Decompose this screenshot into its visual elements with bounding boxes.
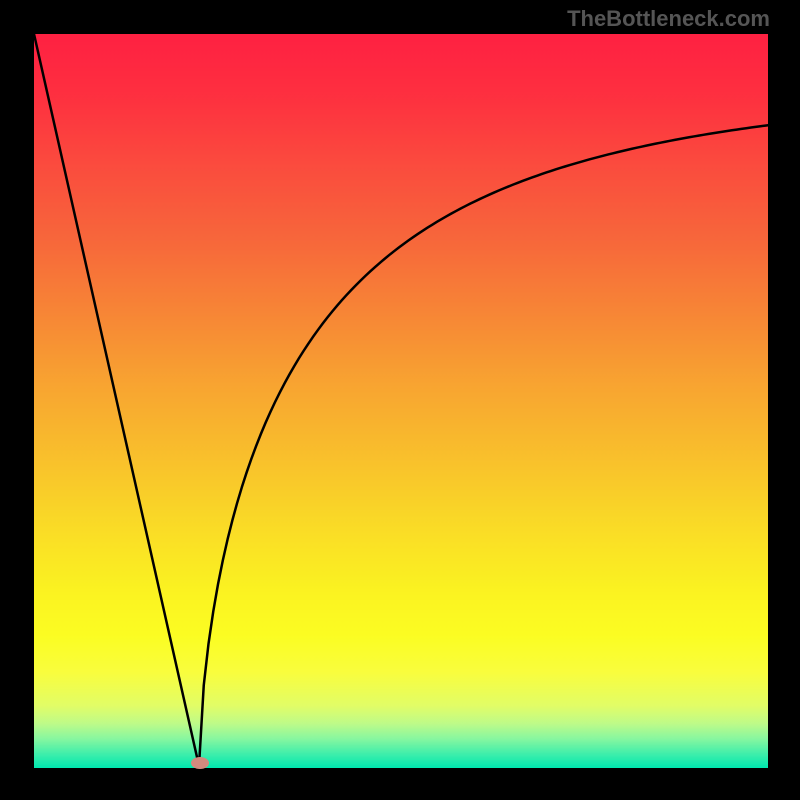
curve-overlay (0, 0, 800, 800)
watermark-text: TheBottleneck.com (567, 6, 770, 32)
chart-container: TheBottleneck.com (0, 0, 800, 800)
bottleneck-curve (34, 34, 770, 766)
marker-dot (191, 757, 209, 769)
